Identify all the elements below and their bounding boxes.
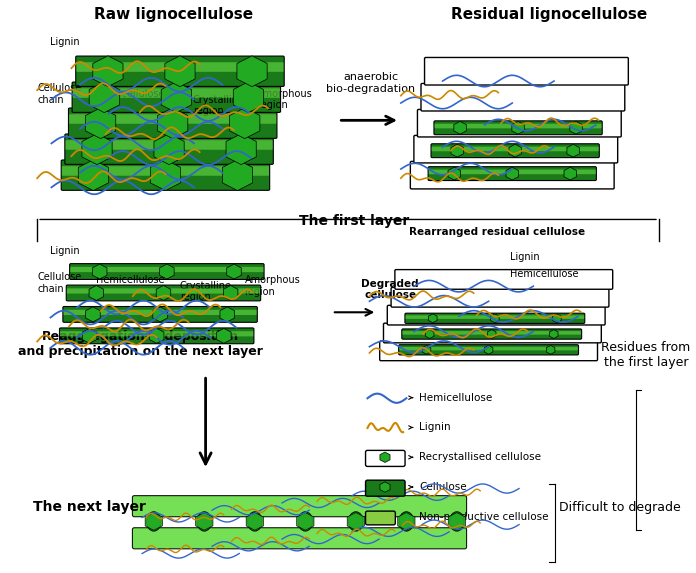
Text: Crystalline
region: Crystalline region <box>193 95 244 116</box>
FancyBboxPatch shape <box>406 315 584 319</box>
FancyBboxPatch shape <box>65 134 274 164</box>
Text: Hemicellulose: Hemicellulose <box>95 89 164 99</box>
FancyBboxPatch shape <box>59 328 254 344</box>
FancyBboxPatch shape <box>387 305 605 325</box>
FancyBboxPatch shape <box>391 288 609 307</box>
FancyBboxPatch shape <box>60 331 253 336</box>
FancyBboxPatch shape <box>383 323 601 343</box>
FancyBboxPatch shape <box>402 331 581 335</box>
Ellipse shape <box>450 512 464 531</box>
FancyBboxPatch shape <box>76 56 284 87</box>
Text: Raw lignocellulose: Raw lignocellulose <box>94 7 253 22</box>
FancyBboxPatch shape <box>399 345 578 355</box>
Text: Hemicellulose: Hemicellulose <box>419 393 493 403</box>
FancyBboxPatch shape <box>421 84 625 111</box>
FancyBboxPatch shape <box>425 57 628 85</box>
FancyBboxPatch shape <box>63 310 257 315</box>
FancyBboxPatch shape <box>434 124 601 128</box>
Text: Difficult to degrade: Difficult to degrade <box>559 501 681 513</box>
FancyBboxPatch shape <box>428 167 596 180</box>
FancyBboxPatch shape <box>73 88 280 98</box>
FancyBboxPatch shape <box>405 313 585 323</box>
FancyBboxPatch shape <box>68 108 277 138</box>
FancyBboxPatch shape <box>365 511 395 525</box>
Ellipse shape <box>399 512 413 531</box>
Text: anaerobic
bio-degradation: anaerobic bio-degradation <box>326 72 416 94</box>
Text: Rearranged residual cellulose: Rearranged residual cellulose <box>409 227 585 237</box>
Text: Lignin: Lignin <box>510 252 539 262</box>
FancyBboxPatch shape <box>418 109 622 137</box>
FancyBboxPatch shape <box>63 307 258 322</box>
FancyBboxPatch shape <box>70 267 263 272</box>
FancyBboxPatch shape <box>61 160 269 190</box>
Text: Non-productive cellulose: Non-productive cellulose <box>419 512 549 522</box>
Text: Hemicellulose: Hemicellulose <box>95 275 164 285</box>
FancyBboxPatch shape <box>132 528 466 549</box>
FancyBboxPatch shape <box>429 170 596 174</box>
FancyBboxPatch shape <box>380 341 597 360</box>
Text: Cellulose
chain: Cellulose chain <box>37 83 81 105</box>
Text: The first layer: The first layer <box>299 214 410 227</box>
Ellipse shape <box>197 512 212 531</box>
FancyBboxPatch shape <box>400 347 578 350</box>
FancyBboxPatch shape <box>434 121 602 135</box>
FancyBboxPatch shape <box>69 114 276 124</box>
Ellipse shape <box>298 512 313 531</box>
Text: Reaggregation-redeposition
and precipitation on the next layer: Reaggregation-redeposition and precipita… <box>18 330 263 358</box>
Text: Recrystallised cellulose: Recrystallised cellulose <box>419 452 541 462</box>
FancyBboxPatch shape <box>67 288 260 293</box>
FancyBboxPatch shape <box>365 480 405 496</box>
FancyBboxPatch shape <box>432 147 599 151</box>
Text: Lignin: Lignin <box>50 246 80 256</box>
Ellipse shape <box>248 512 262 531</box>
Text: Hemicellulose: Hemicellulose <box>510 269 578 279</box>
Text: Residual lignocellulose: Residual lignocellulose <box>451 7 647 22</box>
FancyBboxPatch shape <box>65 140 273 150</box>
FancyBboxPatch shape <box>414 135 617 163</box>
FancyBboxPatch shape <box>72 82 280 112</box>
FancyBboxPatch shape <box>402 329 582 339</box>
Text: Lignin: Lignin <box>419 422 451 433</box>
FancyBboxPatch shape <box>66 285 261 301</box>
Text: Crystalline
region: Crystalline region <box>180 281 232 303</box>
FancyBboxPatch shape <box>70 264 264 280</box>
Text: Degraded
cellulose: Degraded cellulose <box>361 278 419 300</box>
Text: Cellulose: Cellulose <box>419 482 467 492</box>
Text: Amorphous
region: Amorphous region <box>244 275 300 297</box>
FancyBboxPatch shape <box>77 62 283 72</box>
Text: Cellulose
chain: Cellulose chain <box>37 272 81 294</box>
FancyBboxPatch shape <box>62 166 269 176</box>
Text: The next layer: The next layer <box>33 500 145 514</box>
FancyBboxPatch shape <box>395 270 612 289</box>
Text: Lignin: Lignin <box>50 37 80 47</box>
Text: Residues from
the first layer: Residues from the first layer <box>601 342 690 369</box>
Ellipse shape <box>349 512 363 531</box>
FancyBboxPatch shape <box>411 162 614 189</box>
Text: Amorphous
region: Amorphous region <box>258 89 313 111</box>
Ellipse shape <box>147 512 161 531</box>
FancyBboxPatch shape <box>132 496 466 517</box>
FancyBboxPatch shape <box>431 144 599 158</box>
